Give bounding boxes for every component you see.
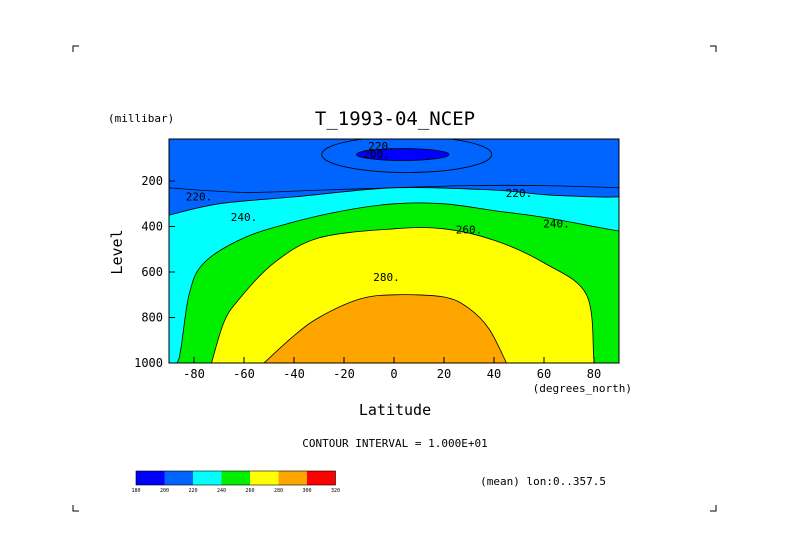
mean-footnote: (mean) lon:0..357.5 [480, 475, 606, 488]
contour-label: 220. [368, 140, 395, 153]
colorbar-swatch-220 [193, 471, 222, 485]
y-tick-label: 1000 [134, 356, 163, 370]
colorbar-label: 200 [160, 488, 169, 494]
colorbar-swatch-200 [164, 471, 193, 485]
contour-label: 240. [543, 218, 570, 231]
colorbar-swatch-280 [278, 471, 307, 485]
isoline-240 [169, 202, 619, 363]
isoline-280 [263, 294, 507, 363]
corner-marks [72, 45, 717, 512]
y-tick-label: 200 [141, 174, 163, 188]
band-280-290 [264, 294, 507, 363]
colorbar-swatch-180 [136, 471, 165, 485]
contour-interval-note: CONTOUR INTERVAL = 1.000E+01 [302, 437, 487, 450]
isoline-210 [321, 139, 493, 173]
colorbar-label: 260 [245, 488, 254, 494]
x-tick-label: -80 [183, 367, 205, 381]
contour-label: 220. [506, 187, 533, 200]
x-tick-label: -40 [283, 367, 305, 381]
x-units-label: (degrees_north) [533, 382, 632, 395]
colorbar-label: 300 [302, 488, 311, 494]
contour-label: 280. [373, 271, 400, 284]
colorbar-label: 220 [188, 488, 197, 494]
x-tick-label: 80 [587, 367, 601, 381]
contour-label: 260. [456, 223, 483, 236]
x-axis-title: Latitude [359, 401, 431, 419]
colorbar: 180 200 220 240 260 280 300 320 [131, 470, 340, 494]
isoline-260 [211, 227, 597, 363]
colorbar-swatch-300 [307, 471, 336, 485]
contour-label: 200. [363, 148, 390, 161]
colorbar-label: 180 [131, 488, 140, 494]
contour-fields: 220.200.220. 220.240.260. 240.280. [169, 139, 619, 363]
x-tick-label: 20 [437, 367, 451, 381]
y-units-label: (millibar) [108, 112, 174, 125]
colorbar-label: 320 [331, 488, 340, 494]
cold-core-180-200 [356, 148, 450, 161]
colorbar-label: 280 [274, 488, 283, 494]
x-axis-ticks: -80 -60 -40 -20 0 20 40 60 80 [183, 357, 601, 381]
x-tick-label: 0 [390, 367, 397, 381]
x-tick-label: -20 [333, 367, 355, 381]
plot-area: 220.200.220. 220.240.260. 240.280. [168, 138, 620, 364]
colorbar-swatch-260 [250, 471, 279, 485]
y-tick-label: 600 [141, 265, 163, 279]
y-axis-title: Level [108, 229, 126, 274]
x-tick-label: 40 [487, 367, 501, 381]
isoline-220 [169, 187, 619, 216]
y-tick-label: 800 [141, 311, 163, 325]
x-tick-label: -60 [233, 367, 255, 381]
contour-label: 220. [186, 190, 213, 203]
colorbar-swatch-240 [221, 471, 250, 485]
y-axis-ticks: 1000 800 600 400 200 [134, 174, 175, 370]
y-tick-label: 400 [141, 220, 163, 234]
colorbar-label: 240 [217, 488, 226, 494]
chart-title: T_1993-04_NCEP [315, 108, 475, 130]
colorbar-frame [135, 470, 336, 486]
contour-label: 240. [231, 211, 258, 224]
x-tick-label: 60 [537, 367, 551, 381]
